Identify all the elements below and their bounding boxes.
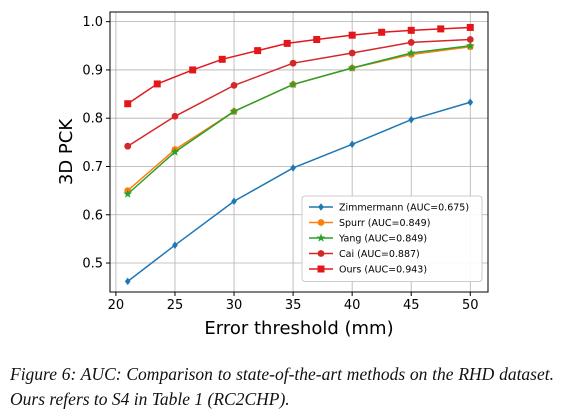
legend-label: Spurr (AUC=0.849) (339, 218, 430, 229)
data-point-4-4 (254, 47, 262, 55)
data-point-0-4 (349, 140, 356, 149)
x-tick-label: 30 (226, 298, 243, 313)
x-tick-label: 20 (108, 298, 125, 313)
data-point-3-1 (171, 112, 179, 120)
x-tick-label: 25 (167, 298, 184, 313)
line-chart: 20 25 30 35 40 45 50 0.5 0.6 0.7 0.8 0.9 1.0 Error th… (56, 11, 489, 339)
data-point-4-8 (378, 28, 386, 36)
legend-marker-2 (316, 233, 326, 242)
series-line-2 (127, 45, 471, 195)
x-tick-label: 35 (285, 298, 302, 313)
data-point-3-3 (289, 59, 297, 67)
data-point-4-11 (466, 23, 474, 31)
legend-label: Yang (AUC=0.849) (338, 234, 427, 245)
data-point-4-2 (189, 66, 197, 74)
x-tick-label: 40 (344, 298, 361, 313)
data-point-2-6 (465, 41, 475, 50)
data-point-0-0 (124, 277, 131, 286)
data-point-0-6 (467, 98, 474, 107)
data-point-2-0 (123, 189, 133, 198)
legend-label: Ours (AUC=0.943) (339, 265, 427, 276)
plot-frame (109, 11, 489, 293)
series-line-4 (127, 26, 471, 105)
y-axis-label: 3D PCK (56, 118, 77, 185)
legend-marker-4 (317, 265, 325, 273)
legend-box (301, 195, 483, 282)
data-point-2-4 (347, 63, 357, 72)
legend-marker-3 (317, 250, 325, 257)
data-point-0-1 (172, 241, 178, 249)
data-point-0-5 (408, 115, 415, 124)
data-point-4-3 (218, 55, 226, 63)
y-tick-label: 0.8 (82, 112, 103, 127)
x-tick-label: 45 (403, 298, 420, 313)
data-point-4-1 (153, 80, 161, 88)
data-point-3-5 (407, 39, 415, 46)
y-tick-label: 0.6 (82, 208, 103, 223)
data-point-4-9 (407, 26, 415, 34)
data-point-4-5 (283, 39, 291, 47)
series-line-3 (127, 38, 471, 147)
data-point-3-2 (230, 81, 238, 89)
data-point-2-2 (229, 106, 239, 116)
legend-label: Zimmermann (AUC=0.675) (339, 203, 469, 214)
legend-label: Cai (AUC=0.887) (339, 249, 420, 260)
data-point-2-1 (170, 147, 180, 156)
x-axis-label: Error threshold (mm) (204, 318, 393, 339)
legend-marker-1 (317, 219, 325, 226)
data-point-4-6 (313, 36, 321, 44)
x-tick-label: 50 (462, 298, 479, 313)
y-tick-label: 0.7 (82, 160, 103, 175)
data-point-0-2 (231, 197, 237, 206)
y-tick-label: 1.0 (82, 15, 103, 30)
y-tick-label: 0.5 (82, 257, 103, 272)
data-point-0-3 (290, 164, 296, 172)
series-line-1 (127, 46, 471, 192)
legend-marker-0 (318, 203, 324, 211)
data-point-3-4 (348, 49, 356, 57)
figure-caption: Figure 6: AUC: Comparison to state-of-th… (10, 364, 554, 409)
data-point-2-3 (288, 79, 298, 89)
data-point-2-5 (406, 48, 416, 57)
data-point-4-10 (437, 25, 445, 33)
data-point-4-0 (124, 100, 132, 108)
y-tick-label: 0.9 (82, 63, 103, 78)
data-point-3-0 (124, 142, 132, 150)
data-point-4-7 (348, 31, 356, 39)
data-point-3-6 (466, 36, 474, 43)
